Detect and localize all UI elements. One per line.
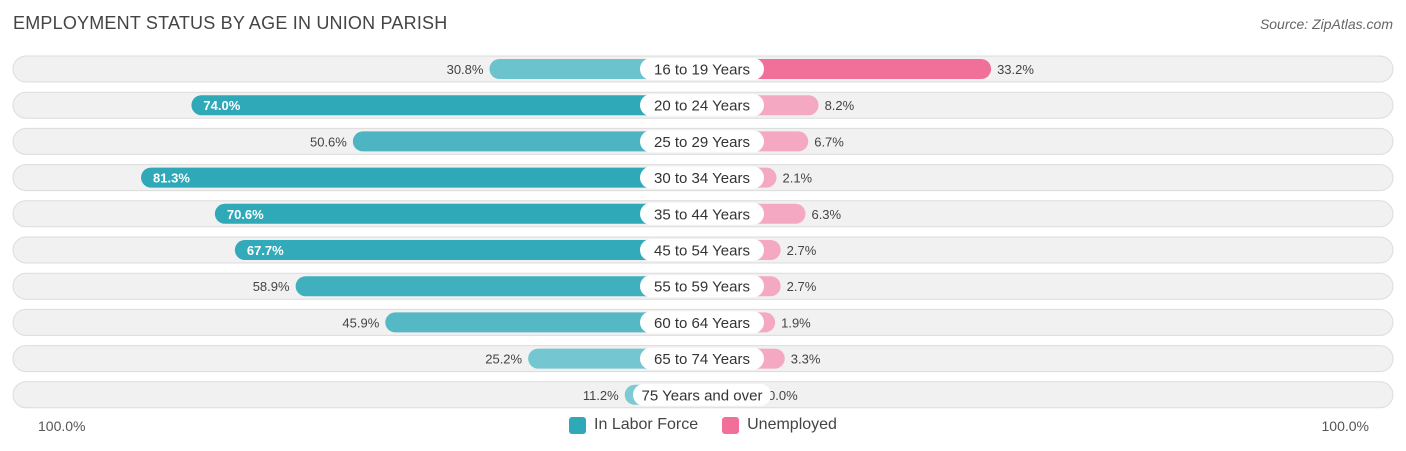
legend-label-unemployed: Unemployed — [747, 416, 837, 433]
legend: In Labor Force Unemployed — [0, 416, 1406, 434]
axis-label-left: 100.0% — [38, 418, 86, 434]
value-label-unemployed: 6.3% — [811, 207, 841, 222]
category-pill — [640, 311, 764, 334]
value-label-labor-force: 50.6% — [310, 134, 347, 149]
value-label-unemployed: 3.3% — [791, 352, 821, 367]
bar-labor-force — [234, 240, 702, 260]
category-pill — [633, 383, 771, 406]
value-label-unemployed: 8.2% — [825, 98, 855, 113]
value-label-labor-force: 45.9% — [342, 315, 379, 330]
legend-item-unemployed[interactable]: Unemployed — [722, 416, 837, 434]
chart-title: EMPLOYMENT STATUS BY AGE IN UNION PARISH — [13, 13, 448, 33]
bar-labor-force — [191, 95, 702, 116]
category-pill — [640, 347, 764, 370]
category-pill — [640, 275, 764, 298]
category-label: 20 to 24 Years — [654, 98, 750, 115]
value-label-unemployed: 2.7% — [787, 243, 817, 258]
value-label-unemployed: 2.7% — [787, 279, 817, 294]
category-label: 60 to 64 Years — [654, 315, 750, 332]
legend-swatch-unemployed — [722, 416, 740, 434]
bar-labor-force — [214, 203, 703, 224]
value-label-labor-force: 74.0% — [203, 98, 240, 113]
category-label: 65 to 74 Years — [654, 351, 750, 368]
value-label-labor-force: 67.7% — [247, 243, 284, 258]
value-label-labor-force: 25.2% — [485, 352, 522, 367]
value-label-unemployed: 6.7% — [814, 134, 844, 149]
bar-labor-force — [141, 167, 702, 188]
bar-labor-force — [295, 276, 702, 297]
legend-label-labor-force: In Labor Force — [594, 416, 699, 433]
category-pill — [640, 202, 764, 225]
value-label-labor-force: 30.8% — [447, 62, 484, 77]
category-label: 30 to 34 Years — [654, 170, 750, 187]
category-pill — [640, 58, 764, 80]
category-label: 45 to 54 Years — [654, 243, 750, 260]
category-label: 16 to 19 Years — [654, 62, 750, 79]
bar-labor-force — [385, 312, 702, 333]
category-pill — [640, 239, 764, 261]
bar-labor-force — [352, 131, 702, 152]
category-label: 55 to 59 Years — [654, 279, 750, 296]
category-pill — [640, 94, 764, 117]
value-label-labor-force: 70.6% — [227, 207, 264, 222]
category-label: 25 to 29 Years — [654, 134, 750, 151]
axis-label-right: 100.0% — [1321, 418, 1369, 434]
value-label-labor-force: 11.2% — [583, 388, 619, 403]
chart-source: Source: ZipAtlas.com — [1259, 16, 1393, 32]
value-label-labor-force: 81.3% — [153, 171, 190, 186]
value-label-unemployed: 2.1% — [782, 171, 812, 186]
legend-swatch-labor-force — [569, 416, 587, 434]
category-pill — [640, 130, 764, 153]
value-label-labor-force: 58.9% — [253, 279, 290, 294]
legend-item-labor-force[interactable]: In Labor Force — [569, 416, 698, 434]
category-pill — [640, 166, 764, 189]
category-label: 35 to 44 Years — [654, 206, 750, 223]
value-label-unemployed: 0.0% — [768, 388, 798, 403]
value-label-unemployed: 1.9% — [781, 315, 811, 330]
category-label: 75 Years and over — [642, 387, 763, 404]
value-label-unemployed: 33.2% — [997, 62, 1034, 77]
